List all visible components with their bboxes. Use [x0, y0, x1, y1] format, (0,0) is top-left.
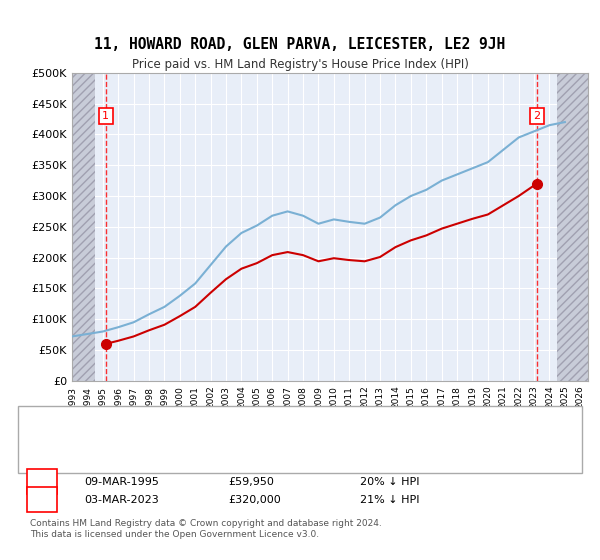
- Text: 1: 1: [102, 111, 109, 121]
- Text: 1: 1: [38, 477, 46, 487]
- Text: £320,000: £320,000: [228, 494, 281, 505]
- Text: £59,950: £59,950: [228, 477, 274, 487]
- Text: 09-MAR-1995: 09-MAR-1995: [84, 477, 159, 487]
- Text: 2: 2: [38, 494, 46, 505]
- Bar: [72, 73, 95, 381]
- Text: HPI: Average price, detached house, Blaby: HPI: Average price, detached house, Blab…: [72, 432, 294, 442]
- Text: Price paid vs. HM Land Registry's House Price Index (HPI): Price paid vs. HM Land Registry's House …: [131, 58, 469, 71]
- Text: 2: 2: [533, 111, 540, 121]
- Bar: [557, 73, 588, 381]
- Text: 20% ↓ HPI: 20% ↓ HPI: [360, 477, 419, 487]
- Text: Contains HM Land Registry data © Crown copyright and database right 2024.
This d: Contains HM Land Registry data © Crown c…: [30, 520, 382, 539]
- Text: 03-MAR-2023: 03-MAR-2023: [84, 494, 159, 505]
- Text: 11, HOWARD ROAD, GLEN PARVA, LEICESTER, LE2 9JH (detached house): 11, HOWARD ROAD, GLEN PARVA, LEICESTER, …: [72, 418, 448, 428]
- Text: 21% ↓ HPI: 21% ↓ HPI: [360, 494, 419, 505]
- Text: 11, HOWARD ROAD, GLEN PARVA, LEICESTER, LE2 9JH: 11, HOWARD ROAD, GLEN PARVA, LEICESTER, …: [94, 38, 506, 52]
